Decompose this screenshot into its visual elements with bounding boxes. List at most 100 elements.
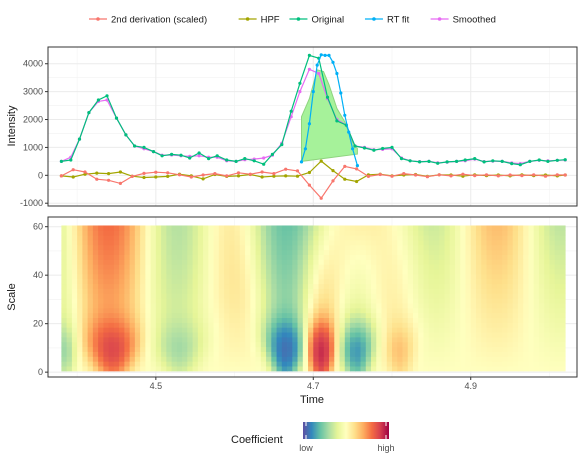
heatmap-cell xyxy=(166,293,172,299)
heatmap-cell xyxy=(187,235,193,241)
heatmap-cell xyxy=(538,244,545,251)
heatmap-cell xyxy=(334,293,340,299)
heatmap-cell xyxy=(386,293,393,299)
heatmap-cell xyxy=(71,288,78,294)
heatmap-cell xyxy=(155,225,162,231)
heatmap-cell xyxy=(376,307,382,314)
heatmap-cell xyxy=(323,235,330,241)
heatmap-cell xyxy=(329,235,335,241)
heatmap-cell xyxy=(360,235,367,241)
heatmap-cell xyxy=(255,288,262,294)
heatmap-cell xyxy=(481,317,487,323)
heatmap-cell xyxy=(176,259,183,265)
heatmap-cell xyxy=(355,240,361,246)
heatmap-cell xyxy=(538,240,545,246)
heatmap-cell xyxy=(486,225,493,231)
heatmap-cell xyxy=(517,249,524,255)
series-point-original xyxy=(399,157,404,161)
heatmap-cell xyxy=(192,303,199,309)
heatmap-cell xyxy=(334,346,340,352)
heatmap-cell xyxy=(344,337,351,343)
heatmap-cell xyxy=(339,278,346,285)
heatmap-cell xyxy=(276,361,283,367)
heatmap-cell xyxy=(418,254,424,260)
heatmap-cell xyxy=(418,366,424,372)
heatmap-cell xyxy=(454,361,461,367)
heatmap-cell xyxy=(87,278,94,285)
heatmap-cell xyxy=(559,235,566,241)
heatmap-cell xyxy=(224,288,230,294)
heatmap-cell xyxy=(155,322,162,328)
heatmap-cell xyxy=(334,327,340,333)
heatmap-cell xyxy=(239,356,246,362)
heatmap-cell xyxy=(92,283,99,289)
heatmap-cell xyxy=(397,264,403,270)
heatmap-cell xyxy=(192,327,199,333)
series-point-2nd-derivation-scaled xyxy=(154,170,158,174)
heatmap-cell xyxy=(103,269,110,275)
heatmap-cell xyxy=(481,351,487,357)
heatmap-cell xyxy=(444,293,451,299)
heatmap-cell xyxy=(145,298,151,304)
heatmap-cell xyxy=(161,317,167,323)
heatmap-cell xyxy=(250,225,256,231)
heatmap-cell xyxy=(66,337,73,343)
heatmap-cell xyxy=(77,264,83,270)
heatmap-cell xyxy=(407,366,414,372)
heatmap-cell xyxy=(465,293,472,299)
heatmap-cell xyxy=(119,259,125,265)
heatmap-cell xyxy=(292,278,298,285)
heatmap-cell xyxy=(460,351,466,357)
heatmap-cell xyxy=(475,278,482,285)
heatmap-cell xyxy=(134,303,141,309)
heatmap-cell xyxy=(124,288,131,294)
heatmap-cell xyxy=(213,259,220,265)
series-point-original xyxy=(335,119,339,123)
heatmap-cell xyxy=(486,312,493,319)
heatmap-cell xyxy=(150,240,157,246)
heatmap-cell xyxy=(365,346,372,352)
heatmap-cell xyxy=(339,288,346,294)
heatmap-cell xyxy=(470,283,477,289)
heatmap-cell xyxy=(213,327,220,333)
heatmap-cell xyxy=(549,259,556,265)
heatmap-cell xyxy=(71,337,78,343)
heatmap-cell xyxy=(549,317,556,323)
series-point-2nd-derivation-scaled xyxy=(331,179,335,183)
heatmap-cell xyxy=(554,341,561,348)
heatmap-cell xyxy=(250,244,256,251)
heatmap-cell xyxy=(161,322,167,328)
heatmap-cell xyxy=(182,356,188,362)
heatmap-cell xyxy=(145,361,151,367)
heatmap-cell xyxy=(386,235,393,241)
heatmap-cell xyxy=(428,269,435,275)
heatmap-cell xyxy=(281,240,288,246)
heatmap-cell xyxy=(350,283,356,289)
heatmap-cell xyxy=(255,322,262,328)
heatmap-cell xyxy=(119,351,125,357)
heatmap-cell xyxy=(245,332,251,338)
heatmap-cell xyxy=(260,312,267,319)
heatmap-cell xyxy=(161,230,167,236)
legend-label: HPF xyxy=(261,15,280,26)
heatmap-cell xyxy=(140,312,146,319)
heatmap-cell xyxy=(528,249,535,255)
heatmap-cell xyxy=(360,366,367,372)
series-point-original xyxy=(482,160,486,164)
heatmap-cell xyxy=(234,264,241,270)
heatmap-cell xyxy=(533,283,540,289)
heatmap-cell xyxy=(140,278,146,285)
heatmap-cell xyxy=(559,259,566,265)
heatmap-cell xyxy=(481,240,487,246)
heatmap-cell xyxy=(182,317,188,323)
heatmap-cell xyxy=(297,298,304,304)
heatmap-cell xyxy=(517,307,524,314)
heatmap-cell xyxy=(491,303,498,309)
heatmap-cell xyxy=(229,327,235,333)
heatmap-cell xyxy=(208,288,214,294)
heatmap-cell xyxy=(308,244,314,251)
series-point-2nd-derivation-scaled xyxy=(508,173,512,177)
heatmap-cell xyxy=(203,283,209,289)
heatmap-cell xyxy=(129,361,136,367)
